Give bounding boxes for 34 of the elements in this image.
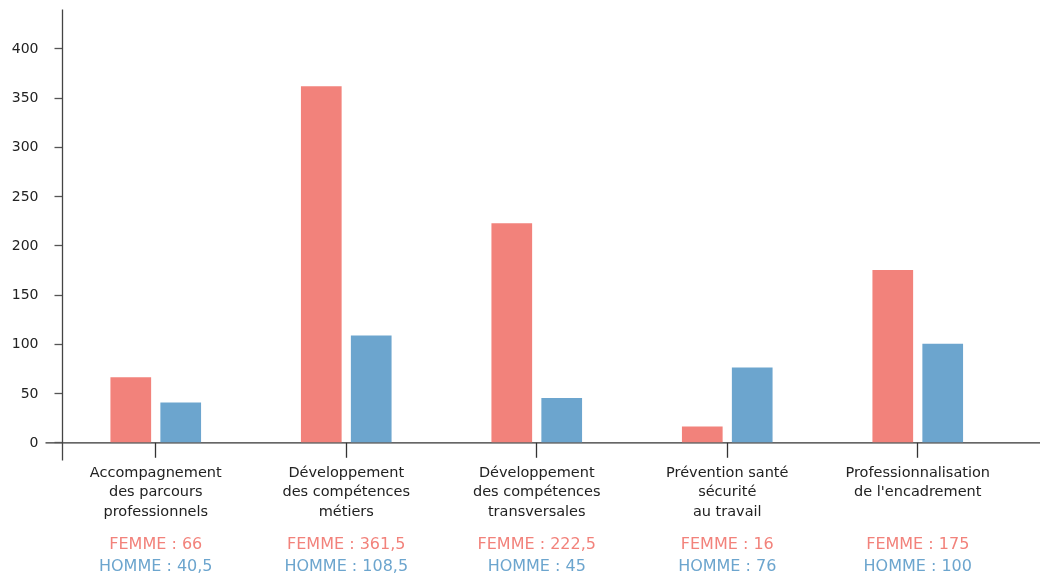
data-label: HOMME : 76	[678, 556, 777, 575]
bar	[491, 223, 533, 443]
data-label: HOMME : 45	[487, 556, 586, 575]
bar	[300, 86, 342, 443]
bar	[681, 426, 723, 443]
data-label: FEMME : 222,5	[477, 534, 596, 553]
x-tick-label: Prévention santé sécurité au travail	[666, 463, 789, 519]
bar	[731, 367, 773, 443]
bar	[922, 343, 964, 443]
bar	[110, 377, 152, 443]
x-tick-label: Professionnalisation de l'encadrement	[845, 463, 991, 500]
y-tick-label: 400	[11, 39, 39, 56]
data-label: FEMME : 175	[866, 534, 970, 553]
x-tick-label: Développement des compétences métiers	[282, 463, 411, 519]
bar	[160, 402, 202, 443]
data-label: HOMME : 40,5	[98, 556, 213, 575]
y-tick-label: 0	[29, 433, 39, 450]
y-tick-label: 300	[11, 138, 39, 155]
bar	[541, 397, 583, 443]
y-tick-label: 200	[11, 236, 39, 253]
data-label: HOMME : 100	[863, 556, 972, 575]
y-tick-label: 150	[11, 286, 39, 303]
data-label: FEMME : 16	[680, 534, 774, 553]
bar	[350, 335, 392, 443]
data-label: FEMME : 361,5	[287, 534, 406, 553]
data-label: FEMME : 66	[109, 534, 203, 553]
x-tick-label: Développement des compétences transversales	[472, 463, 601, 519]
y-tick-label: 250	[11, 187, 39, 204]
data-label: HOMME : 108,5	[284, 556, 409, 575]
y-tick-label: 50	[20, 384, 39, 401]
y-tick-label: 350	[11, 89, 39, 106]
x-tick-label: Accompagnement des parcours professionnels	[89, 463, 223, 519]
y-tick-label: 100	[11, 335, 39, 352]
bar	[872, 269, 914, 443]
